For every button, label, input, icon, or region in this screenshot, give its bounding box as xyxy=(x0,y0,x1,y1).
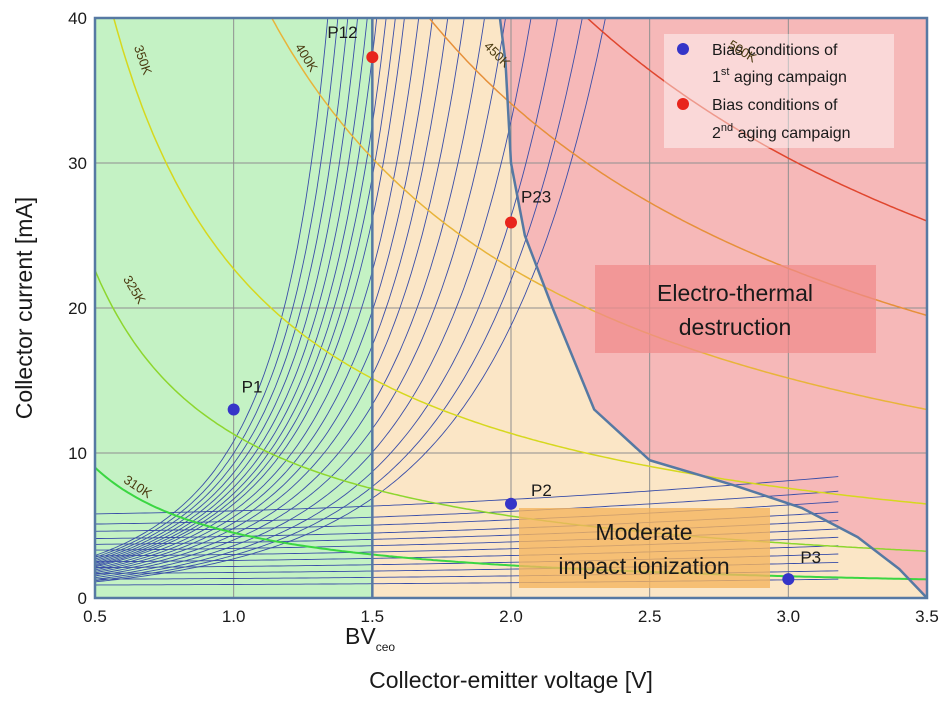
x-tick-1: 1.0 xyxy=(222,607,246,626)
legend-box xyxy=(664,34,894,148)
x-tick-5: 3.0 xyxy=(777,607,801,626)
bias-curve-3 xyxy=(95,18,359,562)
legend-marker-campaign1 xyxy=(677,43,689,55)
y-tick-labels: 0 10 20 30 40 xyxy=(68,9,87,608)
y-tick-4: 40 xyxy=(68,9,87,28)
bias-curve-low-10 xyxy=(95,490,839,525)
bias-curve-1 xyxy=(95,18,339,558)
y-tick-3: 30 xyxy=(68,154,87,173)
plot-frame xyxy=(93,16,929,600)
bias-curve-7 xyxy=(95,18,396,567)
impact-label-box xyxy=(519,508,770,588)
legend: Bias conditions of 1st aging campaign Bi… xyxy=(664,34,894,148)
bias-curve-2 xyxy=(95,18,349,560)
isotherm-350K xyxy=(112,18,927,505)
bias-point-label-P2: P2 xyxy=(531,481,552,500)
isotherm-400K xyxy=(270,18,927,411)
bias-curve-6 xyxy=(95,18,387,566)
legend-entry1-line2: 1st aging campaign xyxy=(712,66,847,86)
bias-curve-17 xyxy=(95,18,583,582)
legend-entry1-line1: Bias conditions of xyxy=(712,42,838,59)
bias-point-P12 xyxy=(366,51,379,64)
destruction-label-box xyxy=(595,265,876,353)
x-tick-6: 3.5 xyxy=(915,607,939,626)
y-tick-0: 0 xyxy=(78,589,87,608)
bias-curve-15 xyxy=(95,18,532,579)
x-tick-labels: 0.5 1.0 1.5 2.0 2.5 3.0 3.5 xyxy=(83,607,939,626)
bias-curve-low-11 xyxy=(95,476,839,515)
bias-curves xyxy=(95,18,839,586)
legend-entry2-line1: Bias conditions of xyxy=(712,97,838,114)
bias-curve-11 xyxy=(95,18,449,572)
bias-point-P2 xyxy=(505,497,517,510)
bias-curve-9 xyxy=(95,18,420,569)
bias-curve-18 xyxy=(95,18,606,583)
bias-curve-12 xyxy=(95,18,465,574)
x-tick-3: 2.0 xyxy=(499,607,523,626)
bias-point-label-P1: P1 xyxy=(242,378,263,397)
y-axis-title: Collector current [mA] xyxy=(11,197,37,419)
bias-curve-5 xyxy=(95,18,378,564)
y-tick-1: 10 xyxy=(68,444,87,463)
bvceo-label: BVceo xyxy=(345,623,395,654)
isotherm-325K xyxy=(95,269,927,552)
bias-point-P3 xyxy=(782,573,795,586)
bias-point-label-P12: P12 xyxy=(327,23,357,42)
impact-label-line1: Moderate xyxy=(595,519,692,545)
bias-point-label-P23: P23 xyxy=(521,187,551,206)
bias-curve-4 xyxy=(95,18,368,563)
x-tick-4: 2.5 xyxy=(638,607,662,626)
bias-point-label-P3: P3 xyxy=(800,548,821,567)
destruction-boundary-line xyxy=(498,17,928,599)
bias-curve-14 xyxy=(95,18,507,577)
bias-curve-0 xyxy=(95,18,329,556)
bias-points: P1 P2 P3 P12 P23 xyxy=(227,23,821,586)
bias-point-P23 xyxy=(505,216,517,229)
destruction-label-line1: Electro-thermal xyxy=(657,280,813,306)
y-tick-2: 20 xyxy=(68,299,87,318)
x-tick-2: 1.5 xyxy=(361,607,385,626)
bias-curve-8 xyxy=(95,18,405,568)
x-axis-title: Collector-emitter voltage [V] xyxy=(369,667,653,693)
legend-marker-campaign2 xyxy=(677,98,689,110)
isotherm-500K xyxy=(586,18,927,222)
legend-entry2-line2: 2nd aging campaign xyxy=(712,122,851,142)
destruction-label-line2: destruction xyxy=(679,314,792,340)
bias-point-P1 xyxy=(227,403,240,416)
impact-label-line2: impact ionization xyxy=(558,553,729,579)
x-tick-0: 0.5 xyxy=(83,607,107,626)
